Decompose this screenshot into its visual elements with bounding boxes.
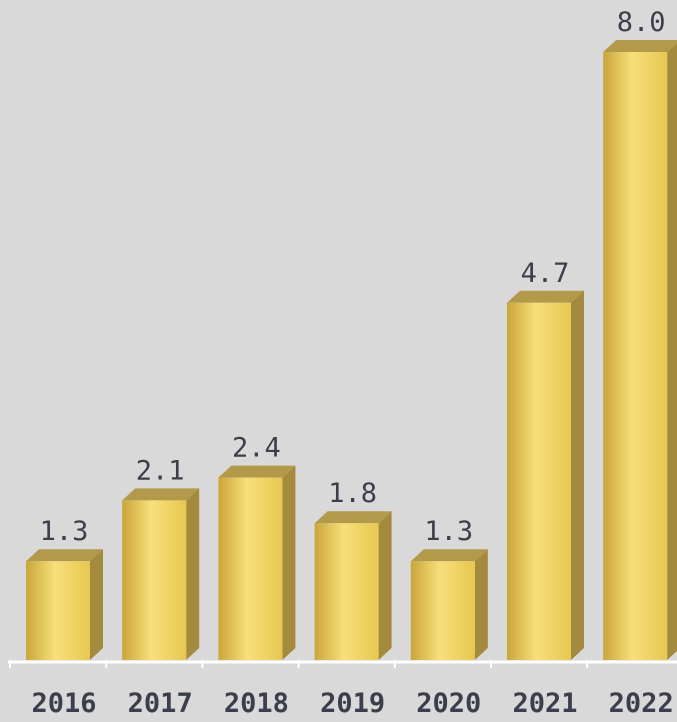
bar-side	[90, 549, 103, 660]
bar-front	[26, 561, 90, 660]
bar-top	[315, 511, 392, 523]
bar-side	[667, 40, 677, 660]
bar-front	[218, 478, 282, 660]
data-label: 8.0	[617, 7, 666, 38]
bar-top	[603, 40, 677, 52]
bar-2016	[26, 549, 103, 660]
bar-side	[475, 549, 488, 660]
bar-front	[603, 52, 667, 660]
bar-top	[507, 291, 584, 303]
data-label: 1.8	[328, 478, 377, 509]
bar-top	[218, 466, 295, 478]
bar-side	[282, 466, 295, 660]
bar-top	[26, 549, 103, 561]
data-label: 2.4	[232, 433, 281, 464]
bar-top	[411, 549, 488, 561]
data-label: 1.3	[40, 516, 89, 547]
x-tick-label: 2022	[609, 688, 674, 719]
bar-2021	[507, 291, 584, 660]
bar-2020	[411, 549, 488, 660]
bar-2022	[603, 40, 677, 660]
bar-top	[122, 488, 199, 500]
x-tick-label: 2019	[320, 688, 385, 719]
bar-front	[122, 500, 186, 660]
bar-2018	[218, 466, 295, 660]
data-label: 2.1	[136, 455, 185, 486]
x-tick-label: 2016	[31, 688, 96, 719]
x-tick-label: 2020	[416, 688, 481, 719]
data-label: 4.7	[521, 258, 570, 289]
x-tick-label: 2018	[224, 688, 289, 719]
x-tick-label: 2017	[128, 688, 193, 719]
bar-front	[315, 523, 379, 660]
bars-layer: 1.3 2.1 2.4 1.8 1.3 4.7 8.0	[26, 7, 677, 660]
bar-front	[507, 303, 571, 660]
bar-side	[186, 488, 199, 660]
bar-2017	[122, 488, 199, 660]
bar-side	[379, 511, 392, 660]
bar-front	[411, 561, 475, 660]
bar-2019	[315, 511, 392, 660]
x-axis: 2016 2017 2018 2019 2020 2021 2022	[8, 660, 677, 719]
bar-side	[571, 291, 584, 660]
x-tick-label: 2021	[512, 688, 577, 719]
data-label: 1.3	[424, 516, 473, 547]
